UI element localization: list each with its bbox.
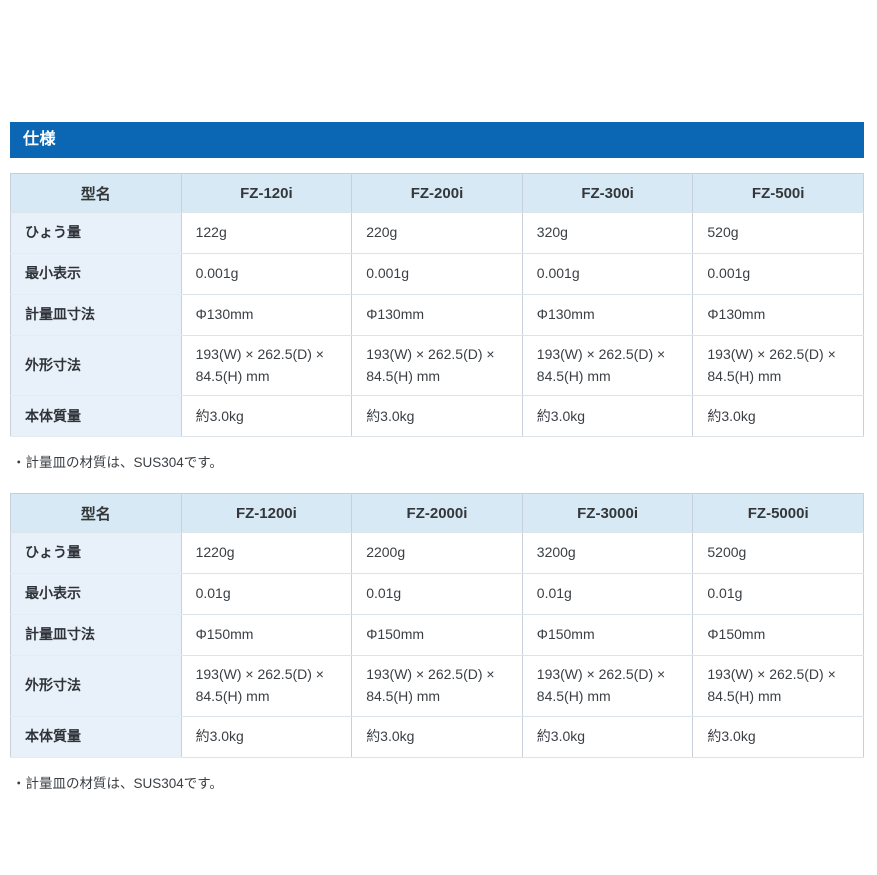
table-row: 計量皿寸法 Φ130mm Φ130mm Φ130mm Φ130mm: [10, 294, 864, 336]
table-cell: 320g: [521, 212, 694, 254]
spec-table-block: 型名 FZ-120i FZ-200i FZ-300i FZ-500i ひょう量 122g 22…: [10, 173, 864, 473]
table-cell: 約3.0kg: [521, 715, 694, 758]
table-row: ひょう量 1220g 2200g 3200g 5200g: [10, 532, 864, 575]
table-header-row: 型名 FZ-1200i FZ-2000i FZ-3000i FZ-5000i: [10, 493, 864, 534]
table-cell: 約3.0kg: [351, 715, 523, 758]
spec-tables-container: 型名 FZ-120i FZ-200i FZ-300i FZ-500i ひょう量 122g 22…: [10, 173, 864, 794]
model-column-header: FZ-1200i: [180, 493, 353, 534]
table-cell: Φ150mm: [521, 614, 694, 657]
row-label: 本体質量: [10, 715, 182, 758]
table-cell: 約3.0kg: [692, 715, 864, 758]
row-label: 最小表示: [10, 573, 182, 616]
table-cell: Φ150mm: [692, 614, 864, 657]
model-column-header: FZ-300i: [521, 173, 694, 213]
model-column-header: FZ-200i: [351, 173, 523, 213]
table-cell: 0.01g: [351, 573, 523, 616]
table-note: ・計量皿の材質は、SUS304です。: [12, 775, 223, 791]
row-label: 計量皿寸法: [10, 294, 182, 336]
table-cell: 0.01g: [692, 573, 864, 616]
table-note: ・計量皿の材質は、SUS304です。: [12, 455, 223, 471]
table-cell: Φ130mm: [351, 294, 523, 336]
table-cell: 5200g: [692, 532, 864, 575]
table-cell: 0.01g: [180, 573, 353, 616]
table-cell: 193(W) × 262.5(D) × 84.5(H) mm: [521, 655, 694, 717]
section-title: 仕様: [23, 131, 57, 148]
table-cell: 約3.0kg: [180, 715, 353, 758]
table-cell: 0.01g: [521, 573, 694, 616]
row-label: ひょう量: [10, 532, 182, 575]
table-cell: 193(W) × 262.5(D) × 84.5(H) mm: [351, 655, 523, 717]
table-cell: 520g: [692, 212, 864, 254]
table-row: ひょう量 122g 220g 320g 520g: [10, 212, 864, 254]
model-column-header: FZ-5000i: [692, 493, 864, 534]
row-label: ひょう量: [10, 212, 182, 254]
table-cell: 約3.0kg: [180, 395, 353, 438]
table-cell: 193(W) × 262.5(D) × 84.5(H) mm: [180, 655, 353, 717]
section-header-bar: 仕様: [10, 122, 864, 158]
table-cell: Φ130mm: [692, 294, 864, 336]
table-cell: 193(W) × 262.5(D) × 84.5(H) mm: [692, 655, 864, 717]
table-cell: 約3.0kg: [692, 395, 864, 438]
table-cell: 193(W) × 262.5(D) × 84.5(H) mm: [180, 334, 353, 397]
spec-table-block: 型名 FZ-1200i FZ-2000i FZ-3000i FZ-5000i ひょう量 12…: [10, 493, 864, 793]
row-label: 外形寸法: [10, 655, 182, 717]
table-cell: Φ130mm: [521, 294, 694, 336]
table-cell: 2200g: [351, 532, 523, 575]
spec-table: 型名 FZ-120i FZ-200i FZ-300i FZ-500i ひょう量 122g 22…: [10, 173, 864, 438]
table-cell: 0.001g: [351, 253, 523, 295]
table-row: 本体質量 約3.0kg 約3.0kg 約3.0kg 約3.0kg: [10, 395, 864, 438]
row-label: 最小表示: [10, 253, 182, 295]
table-cell: 約3.0kg: [521, 395, 694, 438]
table-row: 最小表示 0.001g 0.001g 0.001g 0.001g: [10, 253, 864, 295]
table-header-row: 型名 FZ-120i FZ-200i FZ-300i FZ-500i: [10, 173, 864, 213]
model-name-column-header: 型名: [10, 493, 182, 534]
model-column-header: FZ-500i: [692, 173, 864, 213]
table-cell: 122g: [180, 212, 353, 254]
table-cell: 3200g: [521, 532, 694, 575]
table-cell: 193(W) × 262.5(D) × 84.5(H) mm: [692, 334, 864, 397]
table-cell: 193(W) × 262.5(D) × 84.5(H) mm: [351, 334, 523, 397]
spec-page: 仕様 型名 FZ-120i FZ-200i FZ-300i FZ-500i ひょう量 122…: [10, 122, 864, 794]
table-cell: 1220g: [180, 532, 353, 575]
row-label: 計量皿寸法: [10, 614, 182, 657]
model-name-column-header: 型名: [10, 173, 182, 213]
model-column-header: FZ-120i: [180, 173, 353, 213]
table-row: 最小表示 0.01g 0.01g 0.01g 0.01g: [10, 573, 864, 616]
table-cell: 193(W) × 262.5(D) × 84.5(H) mm: [521, 334, 694, 397]
table-cell: 220g: [351, 212, 523, 254]
model-column-header: FZ-3000i: [521, 493, 694, 534]
row-label: 外形寸法: [10, 334, 182, 397]
table-cell: Φ150mm: [351, 614, 523, 657]
table-cell: 0.001g: [180, 253, 353, 295]
table-row: 本体質量 約3.0kg 約3.0kg 約3.0kg 約3.0kg: [10, 715, 864, 758]
model-column-header: FZ-2000i: [351, 493, 523, 534]
table-cell: Φ130mm: [180, 294, 353, 336]
table-cell: 約3.0kg: [351, 395, 523, 438]
table-row: 計量皿寸法 Φ150mm Φ150mm Φ150mm Φ150mm: [10, 614, 864, 657]
table-cell: 0.001g: [521, 253, 694, 295]
row-label: 本体質量: [10, 395, 182, 438]
table-cell: Φ150mm: [180, 614, 353, 657]
spec-table: 型名 FZ-1200i FZ-2000i FZ-3000i FZ-5000i ひょう量 12…: [10, 493, 864, 758]
table-row: 外形寸法 193(W) × 262.5(D) × 84.5(H) mm 193(W)…: [10, 334, 864, 397]
table-row: 外形寸法 193(W) × 262.5(D) × 84.5(H) mm 193(W)…: [10, 655, 864, 717]
table-cell: 0.001g: [692, 253, 864, 295]
